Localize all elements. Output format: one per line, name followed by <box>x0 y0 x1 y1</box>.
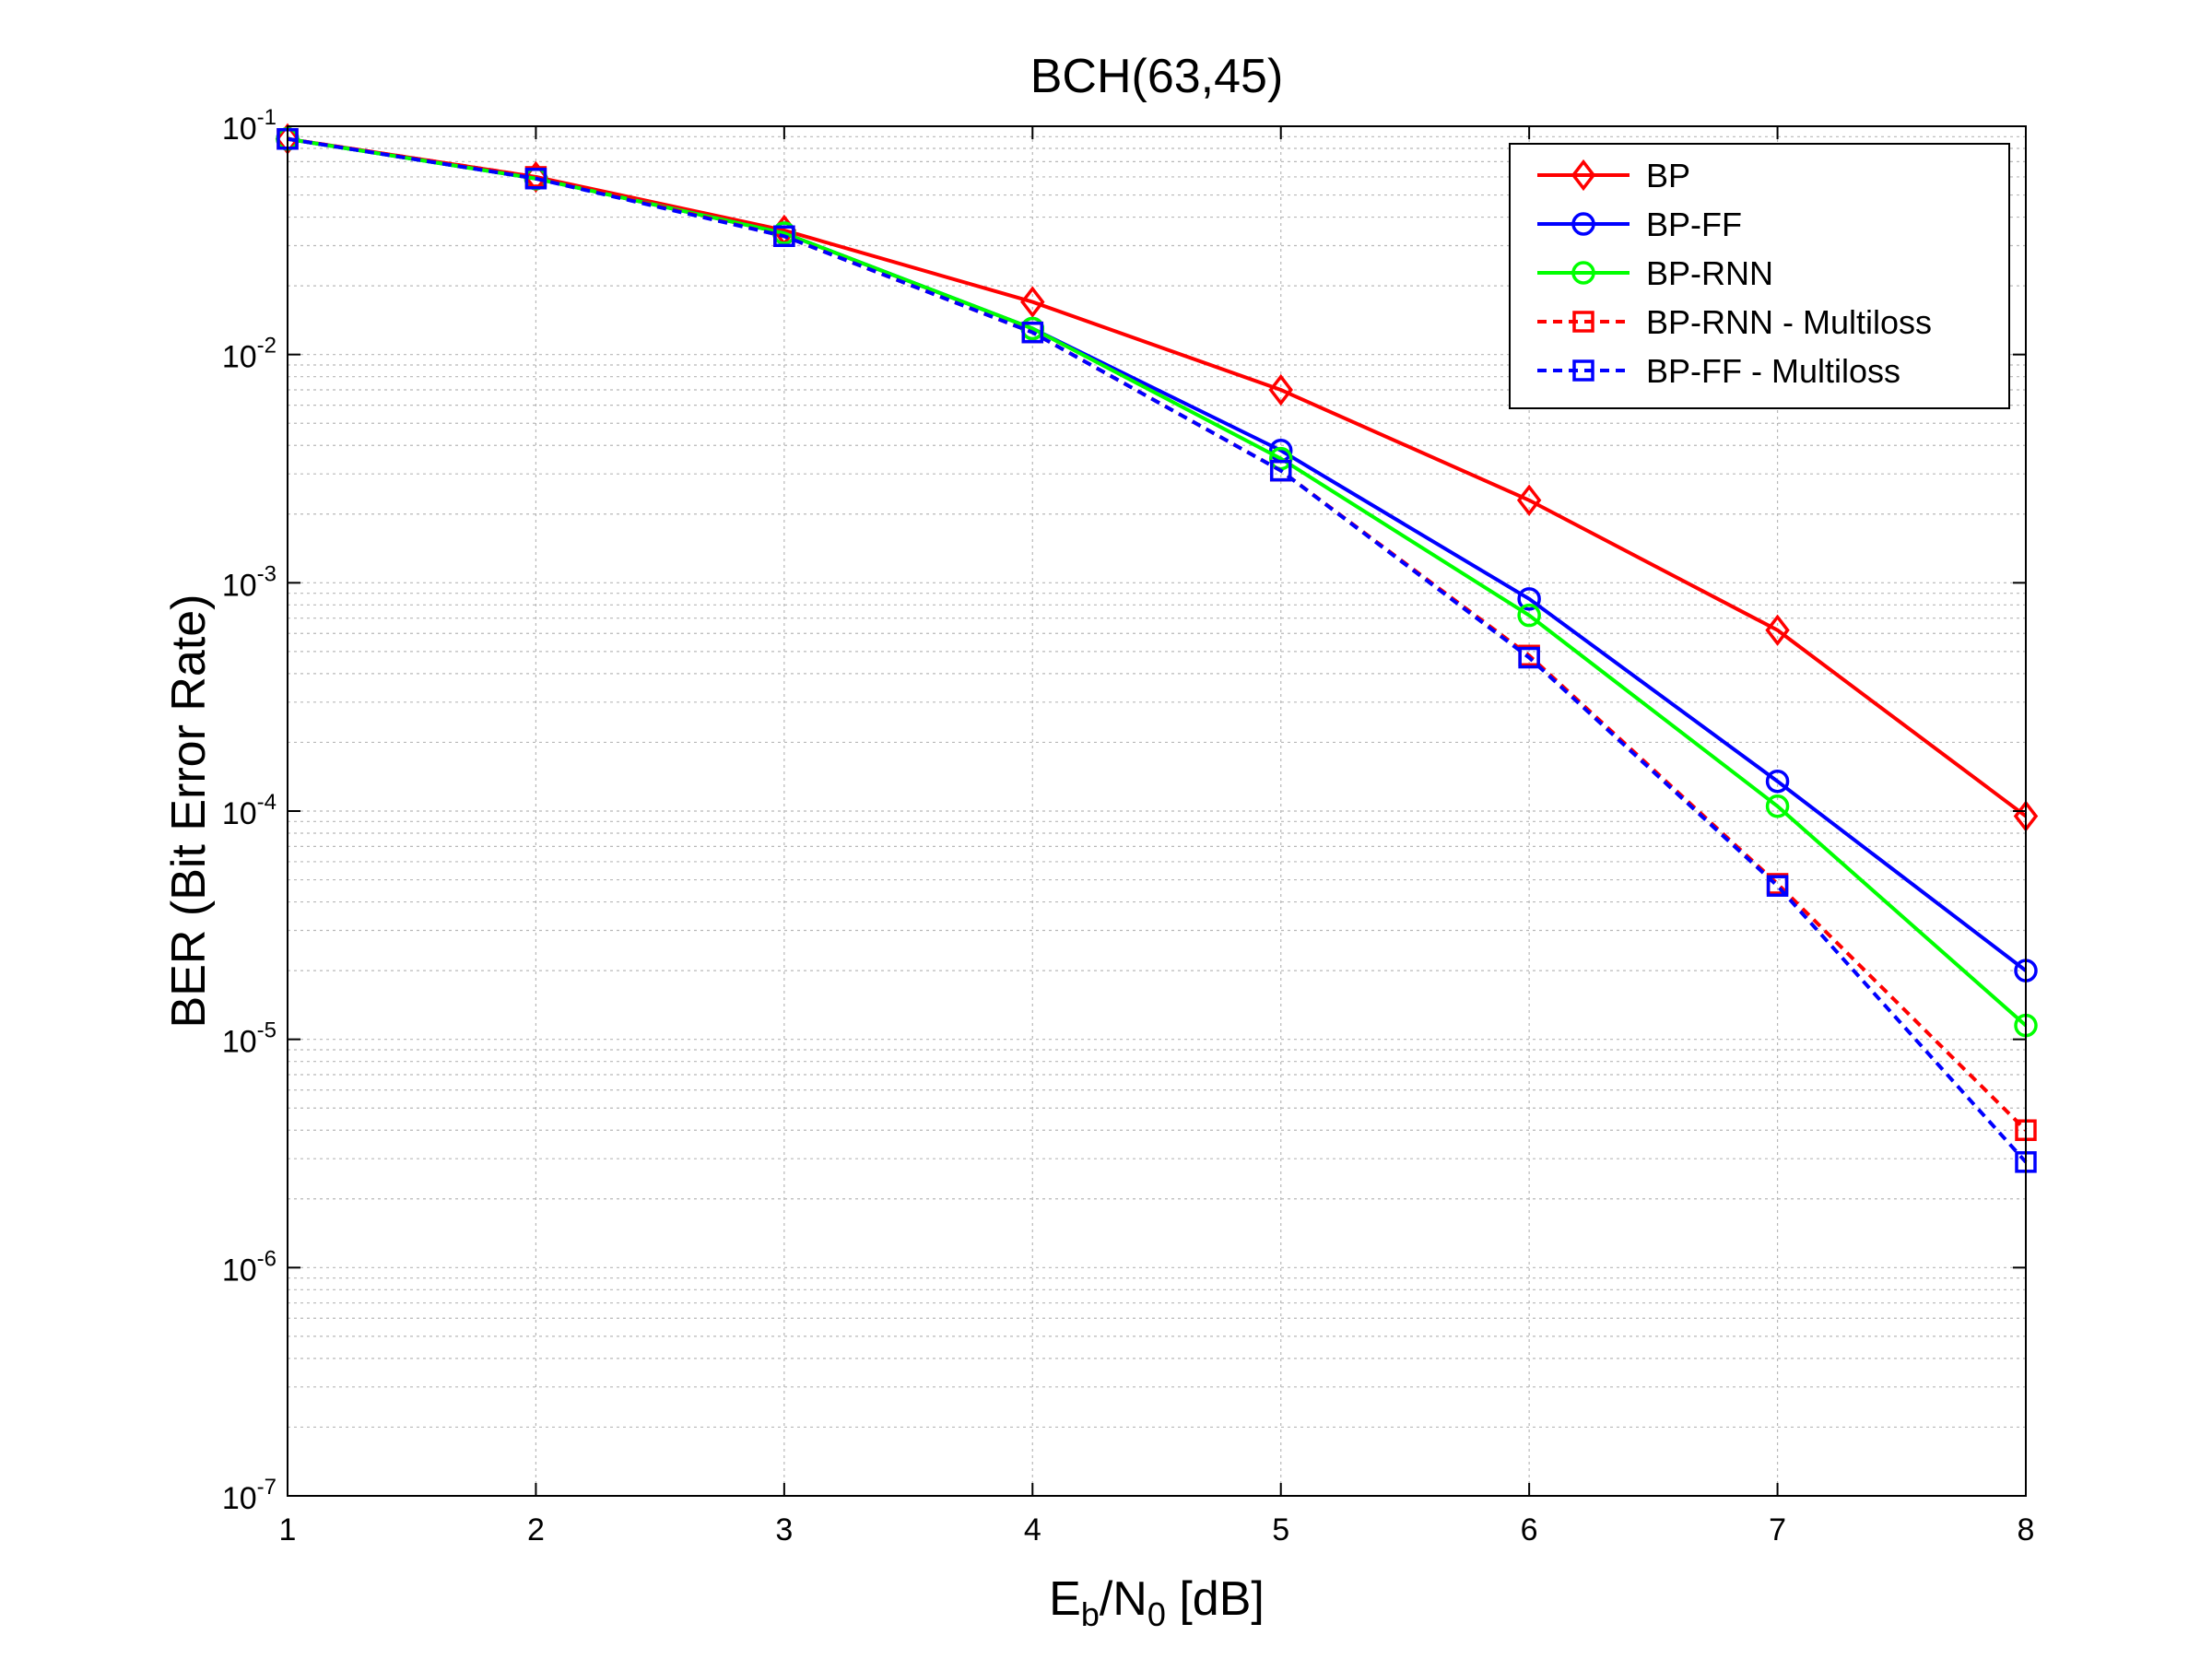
square-marker <box>1021 321 1044 344</box>
square-marker <box>1572 311 1594 333</box>
legend-label: BP-FF - Multiloss <box>1646 352 1900 390</box>
y-axis-label: BER (Bit Error Rate) <box>162 594 216 1029</box>
x-tick-label: 1 <box>279 1512 297 1547</box>
diamond-marker <box>1020 286 1045 318</box>
square-marker <box>1766 875 1789 897</box>
legend-label: BP-RNN <box>1646 254 1773 292</box>
x-tick-label: 6 <box>1521 1512 1538 1547</box>
square-marker <box>1572 359 1594 382</box>
circle-marker <box>1571 261 1595 285</box>
legend-entry: BP-FF - Multiloss <box>1537 352 1900 390</box>
x-tick-label: 4 <box>1024 1512 1041 1547</box>
y-tick-label: 10-2 <box>222 334 276 375</box>
y-tick-label: 10-3 <box>222 561 276 603</box>
series-line <box>287 136 2028 1164</box>
legend-label: BP <box>1646 157 1690 194</box>
circle-marker <box>1765 794 1790 818</box>
diamond-marker <box>1571 159 1596 192</box>
circle-marker <box>1517 587 1541 611</box>
square-marker <box>1518 646 1540 669</box>
y-tick-label: 10-6 <box>222 1246 276 1288</box>
diamond-marker <box>1516 484 1542 516</box>
square-marker <box>524 168 547 190</box>
legend-entry: BP-RNN - Multiloss <box>1537 303 1932 341</box>
diamond-marker <box>1765 614 1790 646</box>
circle-marker <box>1517 603 1541 628</box>
x-tick-label: 8 <box>2018 1512 2035 1547</box>
circle-marker <box>1571 212 1595 236</box>
axis-ticks: 1 2 3 4 5 6 7 8 10-1 10-2 10-3 10-4 10-5 10-6 10-7 <box>222 105 2035 1547</box>
x-tick-label: 2 <box>527 1512 545 1547</box>
x-axis-label: Eb/N0 [dB] <box>1049 1572 1265 1633</box>
y-tick-label: 10-1 <box>222 105 276 147</box>
y-tick-label: 10-7 <box>222 1475 276 1516</box>
legend-entry: BP-RNN <box>1537 254 1773 292</box>
series-layer <box>275 123 2039 1173</box>
x-tick-label: 5 <box>1272 1512 1289 1547</box>
series-line <box>287 136 2028 1028</box>
legend-entry: BP-FF <box>1537 206 1742 243</box>
circle-marker <box>1765 769 1790 794</box>
legend-entry: BP <box>1537 157 1690 194</box>
legend: BP BP-FF BP-RNN BP-RNN - Multiloss BP-FF - M… <box>1509 143 2010 409</box>
y-tick-label: 10-5 <box>222 1018 276 1060</box>
square-marker <box>1269 459 1292 482</box>
legend-label: BP-RNN - Multiloss <box>1646 303 1932 341</box>
diamond-marker <box>1268 373 1293 406</box>
x-tick-label: 3 <box>775 1512 793 1547</box>
chart-title: BCH(63,45) <box>1030 50 1284 103</box>
y-tick-label: 10-4 <box>222 790 276 831</box>
square-marker <box>773 225 795 247</box>
x-tick-label: 7 <box>1769 1512 1786 1547</box>
legend-label: BP-FF <box>1646 206 1742 243</box>
